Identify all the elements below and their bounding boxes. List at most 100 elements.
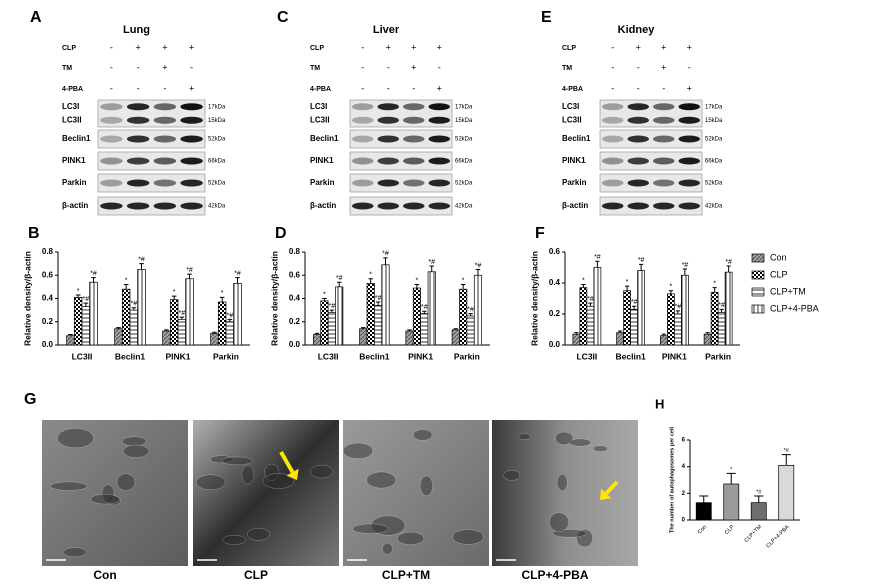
y-tick-label: 0.8 xyxy=(42,247,54,256)
organelle xyxy=(101,484,115,504)
bar xyxy=(451,329,460,346)
band xyxy=(627,157,649,165)
organelle xyxy=(366,471,397,489)
band-size: 66kDa xyxy=(208,159,226,165)
band-size: 52kDa xyxy=(208,137,226,143)
band-label: LC3II xyxy=(310,115,330,124)
band xyxy=(627,179,649,187)
organelle xyxy=(412,429,433,441)
significance-label: *# xyxy=(131,301,138,308)
condition-sign: + xyxy=(437,83,442,93)
significance-label: *# xyxy=(179,310,186,317)
condition-sign: - xyxy=(611,83,614,93)
bar xyxy=(233,283,242,346)
condition-sign: - xyxy=(163,83,166,93)
significance-label: *# xyxy=(90,270,97,277)
error-bar xyxy=(235,277,240,284)
band xyxy=(100,116,123,124)
panel-letter: G xyxy=(24,391,36,408)
band-label: β-actin xyxy=(62,201,88,210)
condition-sign: - xyxy=(387,62,390,72)
legend-swatch xyxy=(751,287,765,297)
y-tick-label: 0.6 xyxy=(549,247,561,256)
bar xyxy=(412,287,421,346)
error-bar xyxy=(131,307,137,311)
y-tick-label: 0 xyxy=(682,518,686,524)
band xyxy=(180,179,203,187)
error-bar xyxy=(375,301,381,306)
organelle xyxy=(382,542,393,555)
bar xyxy=(177,319,187,346)
organelle xyxy=(90,493,120,505)
error-bar xyxy=(219,296,225,302)
bar xyxy=(335,286,344,346)
condition-sign: + xyxy=(636,42,641,52)
significance-label: *# xyxy=(718,302,725,309)
bar xyxy=(427,271,436,346)
band xyxy=(377,135,399,143)
condition-sign: - xyxy=(361,83,364,93)
arrow-shaft xyxy=(604,480,619,495)
error-bar xyxy=(368,278,373,284)
error-bar xyxy=(475,268,481,276)
band xyxy=(627,135,649,143)
organelle xyxy=(57,428,94,449)
organelle xyxy=(576,529,594,548)
organelle xyxy=(342,442,374,459)
significance-label: *# xyxy=(375,295,382,302)
x-tick-label: Con xyxy=(697,524,708,535)
blot-box xyxy=(97,196,206,216)
y-tick-label: 0.4 xyxy=(549,278,561,287)
band xyxy=(403,116,425,124)
error-bar xyxy=(675,310,680,314)
band xyxy=(678,179,700,187)
error-bar xyxy=(68,334,73,336)
condition-label: TM xyxy=(62,65,72,72)
band xyxy=(653,103,675,111)
organelle xyxy=(556,474,568,492)
organelle xyxy=(116,473,136,491)
condition-sign: + xyxy=(386,42,391,52)
band xyxy=(602,135,624,143)
micrograph-label: CLP+4-PBA xyxy=(521,568,588,582)
band-label: PINK1 xyxy=(310,156,334,165)
band-label: LC3I xyxy=(62,102,79,111)
organelle xyxy=(106,495,121,506)
micrograph-label: Con xyxy=(93,568,116,582)
y-tick-label: 0.0 xyxy=(42,340,54,349)
band-size: 42kDa xyxy=(705,204,723,210)
blot-box xyxy=(349,196,453,216)
significance-label: * xyxy=(626,279,629,286)
band xyxy=(126,202,150,210)
bar xyxy=(623,290,631,346)
band-label: LC3II xyxy=(562,115,582,124)
band-size: 66kDa xyxy=(705,159,723,165)
organelle xyxy=(222,534,246,545)
condition-sign: - xyxy=(137,62,140,72)
band-size: 15kDa xyxy=(455,118,473,124)
x-tick-label: CLP+4-PBA xyxy=(765,524,791,550)
band xyxy=(403,103,425,111)
band-size: 52kDa xyxy=(208,181,226,187)
condition-label: TM xyxy=(310,65,320,72)
band xyxy=(126,179,150,187)
error-bar xyxy=(726,472,736,484)
significance-label: *# xyxy=(756,489,762,495)
organelle xyxy=(241,464,255,485)
legend-swatch xyxy=(751,253,765,263)
bar xyxy=(667,293,675,346)
band xyxy=(627,103,649,111)
error-bar xyxy=(322,298,327,301)
blot-box xyxy=(97,173,206,193)
bar xyxy=(185,278,194,346)
band-size: 52kDa xyxy=(455,137,473,143)
legend-swatch xyxy=(751,304,765,314)
band xyxy=(627,116,649,124)
blot-box xyxy=(97,129,206,149)
condition-sign: - xyxy=(662,83,665,93)
error-bar xyxy=(329,309,335,313)
error-bar xyxy=(661,333,666,336)
condition-sign: + xyxy=(189,42,194,52)
band-label: LC3II xyxy=(62,115,82,124)
organelle xyxy=(397,531,425,545)
